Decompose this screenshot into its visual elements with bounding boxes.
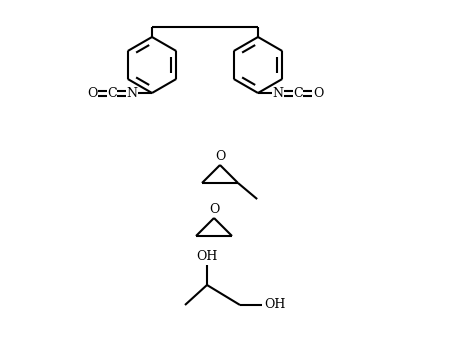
Text: C: C (107, 87, 117, 99)
Text: N: N (127, 87, 138, 99)
Text: N: N (272, 87, 283, 99)
Text: OH: OH (264, 298, 286, 312)
Text: O: O (215, 150, 225, 163)
Text: OH: OH (196, 250, 217, 263)
Text: O: O (87, 87, 97, 99)
Text: O: O (209, 203, 219, 216)
Text: O: O (313, 87, 323, 99)
Text: C: C (293, 87, 303, 99)
